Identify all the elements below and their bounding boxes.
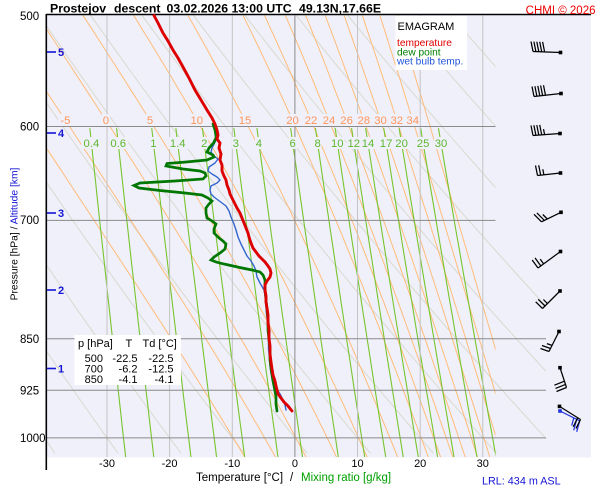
svg-text:1: 1 bbox=[58, 364, 64, 376]
svg-text:-22.5: -22.5 bbox=[148, 353, 173, 365]
svg-text:500: 500 bbox=[20, 11, 39, 23]
svg-text:/: / bbox=[290, 472, 294, 484]
svg-text:34: 34 bbox=[406, 115, 419, 127]
svg-text:Mixing ratio [g/kg]: Mixing ratio [g/kg] bbox=[301, 472, 391, 484]
svg-text:10: 10 bbox=[331, 138, 344, 150]
svg-text:2: 2 bbox=[58, 285, 64, 297]
svg-text:wet bulb temp.: wet bulb temp. bbox=[396, 57, 463, 68]
svg-text:49.13N,17.66E: 49.13N,17.66E bbox=[299, 2, 381, 16]
svg-text:T: T bbox=[126, 338, 133, 350]
svg-text:600: 600 bbox=[20, 122, 39, 134]
svg-text:4: 4 bbox=[256, 138, 262, 150]
svg-text:0: 0 bbox=[292, 458, 298, 470]
svg-text:700: 700 bbox=[85, 364, 103, 376]
svg-text:3: 3 bbox=[233, 138, 239, 150]
svg-text:temperature: temperature bbox=[397, 38, 452, 49]
svg-text:dew point: dew point bbox=[397, 47, 441, 58]
svg-text:2: 2 bbox=[201, 138, 207, 150]
svg-text:-4.1: -4.1 bbox=[119, 374, 138, 386]
svg-text:925: 925 bbox=[20, 386, 39, 398]
svg-text:6: 6 bbox=[290, 138, 296, 150]
svg-text:-20: -20 bbox=[162, 458, 178, 470]
svg-text:30: 30 bbox=[374, 115, 387, 127]
svg-text:-5: -5 bbox=[60, 115, 70, 127]
svg-text:3: 3 bbox=[58, 208, 64, 220]
svg-text:25: 25 bbox=[417, 138, 430, 150]
svg-text:-10: -10 bbox=[224, 458, 240, 470]
svg-text:32: 32 bbox=[391, 115, 404, 127]
svg-text:1: 1 bbox=[150, 138, 156, 150]
svg-text:03.02.2026 13:00 UTC: 03.02.2026 13:00 UTC bbox=[167, 2, 292, 16]
svg-text:0: 0 bbox=[103, 115, 109, 127]
svg-text:20: 20 bbox=[286, 115, 299, 127]
svg-text:10: 10 bbox=[351, 458, 363, 470]
svg-text:1000: 1000 bbox=[20, 433, 46, 445]
svg-text:Prostejov: Prostejov bbox=[50, 2, 106, 16]
svg-text:-30: -30 bbox=[99, 458, 115, 470]
svg-text:500: 500 bbox=[85, 353, 103, 365]
svg-text:1.4: 1.4 bbox=[170, 138, 186, 150]
svg-text:Td [°C]: Td [°C] bbox=[143, 338, 177, 350]
svg-text:p [hPa]: p [hPa] bbox=[78, 338, 113, 350]
svg-text:850: 850 bbox=[85, 374, 103, 386]
svg-text:Temperature [°C]: Temperature [°C] bbox=[196, 472, 283, 484]
svg-text:26: 26 bbox=[340, 115, 353, 127]
svg-text:28: 28 bbox=[358, 115, 371, 127]
svg-text:17: 17 bbox=[380, 138, 393, 150]
svg-text:-4.1: -4.1 bbox=[155, 374, 174, 386]
svg-text:0.6: 0.6 bbox=[110, 138, 126, 150]
svg-text:5: 5 bbox=[147, 115, 153, 127]
svg-text:0.4: 0.4 bbox=[84, 138, 100, 150]
svg-text:CHMI © 2026: CHMI © 2026 bbox=[526, 5, 596, 17]
svg-text:10: 10 bbox=[191, 115, 204, 127]
svg-text:30: 30 bbox=[477, 458, 489, 470]
svg-text:20: 20 bbox=[414, 458, 426, 470]
svg-text:5: 5 bbox=[58, 47, 64, 59]
svg-text:24: 24 bbox=[323, 115, 336, 127]
svg-text:850: 850 bbox=[20, 334, 39, 346]
svg-text:-22.5: -22.5 bbox=[112, 353, 137, 365]
svg-text:20: 20 bbox=[395, 138, 408, 150]
svg-text:14: 14 bbox=[362, 138, 375, 150]
svg-text:EMAGRAM: EMAGRAM bbox=[398, 21, 455, 33]
svg-text:4: 4 bbox=[58, 128, 65, 140]
svg-text:12: 12 bbox=[348, 138, 361, 150]
svg-text:Pressure [hPa] / Altitude [km]: Pressure [hPa] / Altitude [km] bbox=[9, 167, 20, 300]
svg-text:-6.2: -6.2 bbox=[119, 364, 138, 376]
svg-text:22: 22 bbox=[305, 115, 318, 127]
svg-text:descent: descent bbox=[114, 2, 160, 16]
svg-text:LRL: 434 m ASL: LRL: 434 m ASL bbox=[482, 476, 561, 488]
svg-text:8: 8 bbox=[314, 138, 320, 150]
svg-text:15: 15 bbox=[239, 115, 252, 127]
svg-text:30: 30 bbox=[435, 138, 448, 150]
svg-text:700: 700 bbox=[20, 215, 39, 227]
svg-text:-12.5: -12.5 bbox=[148, 364, 173, 376]
